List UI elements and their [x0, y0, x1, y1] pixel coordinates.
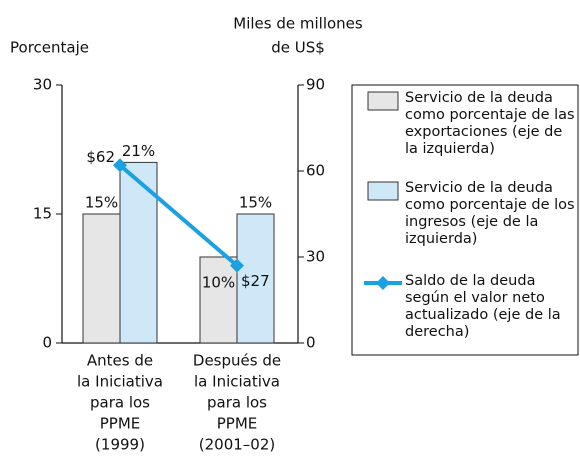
line: [118, 163, 239, 268]
y-tick-label: 15: [33, 205, 52, 223]
legend-label: Saldo de la deuda según el valor neto ac…: [405, 273, 561, 340]
bar: [199, 256, 238, 344]
x-tick-label: la Iniciativa: [77, 373, 163, 391]
y-axis-label: Porcentaje: [10, 39, 89, 57]
x-tick-label: para los: [90, 394, 150, 412]
data-label: 21%: [122, 142, 155, 160]
legend-label: Servicio de la deuda como porcentaje de …: [405, 180, 575, 247]
data-label: 15%: [239, 194, 272, 212]
x-tick-label: PPME: [217, 415, 258, 433]
y2-tick-label: 60: [306, 162, 325, 180]
y2-tick-label: 90: [306, 76, 325, 94]
x-tick-label: PPME: [100, 415, 141, 433]
data-label: 15%: [85, 194, 118, 212]
legend-swatch: [376, 276, 390, 290]
line-marker: [230, 258, 244, 273]
x-tick-label: la Iniciativa: [194, 373, 280, 391]
legend-label: Servicio de la deuda como porcentaje de …: [405, 90, 575, 157]
bar: [82, 213, 121, 344]
y-tick-label: 30: [33, 76, 52, 94]
legend-swatch: [367, 91, 399, 111]
x-tick-label: para los: [207, 394, 267, 412]
x-tick-label: Después de: [193, 352, 281, 370]
legend-box: [351, 84, 579, 356]
y2-axis-label: de US$: [271, 39, 325, 57]
x-tick-label: (2001–02): [199, 436, 275, 454]
y2-tick-label: 0: [306, 334, 316, 352]
y-tick-label: 0: [42, 334, 52, 352]
legend-swatch: [367, 181, 399, 201]
y2-axis-label: Miles de millones: [233, 15, 363, 33]
bar: [236, 213, 275, 344]
data-label: 10%: [202, 274, 235, 292]
data-label: $62: [86, 148, 115, 166]
x-tick-label: (1999): [95, 436, 145, 454]
x-tick-label: Antes de: [87, 352, 153, 370]
line-marker: [113, 158, 127, 173]
data-label: $27: [241, 272, 270, 290]
bar: [119, 161, 158, 344]
y2-tick-label: 30: [306, 248, 325, 266]
